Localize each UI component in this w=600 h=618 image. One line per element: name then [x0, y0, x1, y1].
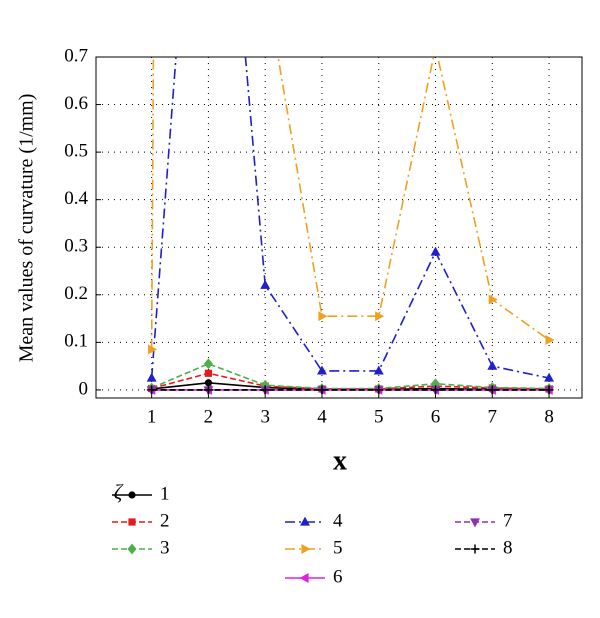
marker: [487, 360, 498, 370]
marker: [203, 385, 213, 395]
marker: [260, 385, 270, 395]
plot-frame: [95, 56, 583, 399]
x-tick-label: 5: [374, 406, 384, 427]
y-tick-label: 0.7: [64, 45, 88, 66]
legend-marker: [127, 543, 137, 555]
legend-label: 1: [160, 483, 170, 504]
marker: [374, 385, 384, 395]
plot-area: [146, 43, 555, 396]
marker: [147, 385, 157, 395]
legend-label: 4: [333, 510, 343, 531]
marker: [260, 379, 270, 391]
marker: [544, 385, 554, 395]
legend-marker: [301, 544, 311, 554]
legend-label: 2: [160, 510, 170, 531]
x-tick-label: 6: [431, 406, 441, 427]
marker: [148, 344, 158, 355]
legend-marker: [128, 518, 136, 526]
y-tick-label: 0.4: [64, 188, 88, 209]
x-tick-label: 3: [260, 406, 270, 427]
marker: [204, 379, 213, 387]
y-tick-label: 0: [79, 378, 89, 399]
series-line: [150, 57, 550, 379]
legend-label: 5: [333, 537, 343, 558]
legend-label: 8: [503, 537, 513, 558]
y-tick-label: 0.5: [64, 140, 88, 161]
marker: [430, 246, 441, 256]
legend-label: 3: [160, 537, 170, 558]
legend-marker: [128, 491, 136, 499]
legend-marker: [470, 518, 480, 528]
x-tick-label: 8: [544, 406, 554, 427]
x-tick-label: 1: [147, 406, 157, 427]
series-line: [150, 57, 550, 350]
marker: [317, 365, 327, 375]
y-tick-label: 0.2: [64, 283, 88, 304]
marker: [488, 294, 498, 305]
y-tick-label: 0.1: [64, 331, 88, 352]
y-axis-label: Mean values of curvature (1/mm): [16, 94, 38, 363]
marker: [432, 43, 441, 53]
marker: [544, 372, 555, 382]
series-line: [151, 362, 550, 390]
y-tick-label: 0.6: [64, 93, 88, 114]
legend-marker: [299, 573, 309, 583]
x-tick-label: 4: [317, 406, 327, 427]
marker: [318, 311, 328, 322]
marker: [146, 372, 157, 382]
y-tick-label: 0.3: [64, 236, 88, 257]
x-axis-label: x: [333, 445, 347, 476]
marker: [373, 365, 384, 375]
legend-label: 6: [333, 566, 343, 587]
legend-marker: [470, 544, 480, 554]
marker: [260, 279, 271, 289]
marker: [317, 385, 327, 395]
marker: [431, 385, 441, 395]
legend-title: ζ: [114, 480, 124, 504]
marker: [204, 369, 213, 377]
marker: [203, 358, 213, 370]
marker: [487, 385, 497, 395]
x-tick-label: 2: [204, 406, 214, 427]
marker: [375, 311, 385, 322]
marker: [545, 335, 555, 345]
legend-marker: [300, 516, 310, 526]
x-tick-label: 7: [488, 406, 498, 427]
legend-label: 7: [503, 510, 513, 531]
